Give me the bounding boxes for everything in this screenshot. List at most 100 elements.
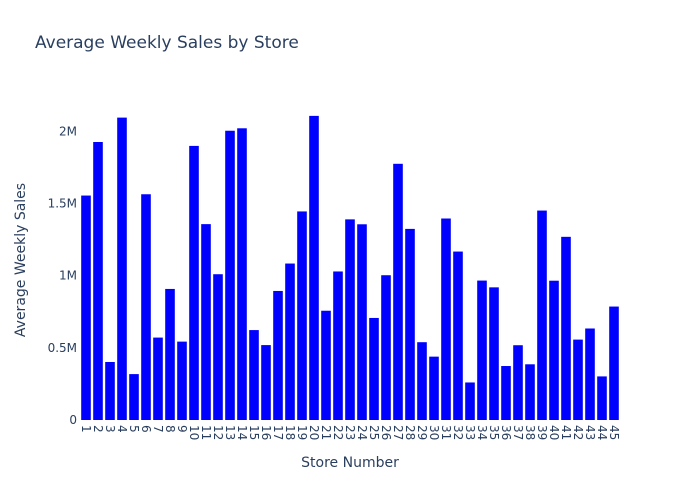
x-tick-label: 33: [463, 425, 477, 440]
x-tick-label: 41: [559, 425, 573, 440]
bar-store-8[interactable]: [165, 288, 175, 420]
x-tick-label: 23: [343, 425, 357, 440]
x-tick-label: 2: [91, 425, 105, 433]
bar-store-17[interactable]: [273, 290, 283, 420]
x-tick-label: 6: [139, 425, 153, 433]
bar-store-12[interactable]: [213, 274, 223, 420]
x-tick-label: 43: [583, 425, 597, 440]
bar-store-28[interactable]: [405, 228, 415, 420]
x-tick-label: 9: [175, 425, 189, 433]
bar-store-25[interactable]: [369, 317, 379, 420]
bar-store-5[interactable]: [129, 374, 139, 420]
bar-store-4[interactable]: [117, 117, 127, 421]
x-tick-label: 21: [319, 425, 333, 440]
x-tick-label: 20: [307, 425, 321, 440]
bar-store-40[interactable]: [549, 280, 559, 420]
y-tick-label: 0: [69, 413, 77, 427]
bar-store-30[interactable]: [429, 356, 439, 420]
bar-store-21[interactable]: [321, 310, 331, 420]
bar-store-26[interactable]: [381, 275, 391, 420]
chart-title: Average Weekly Sales by Store: [35, 33, 299, 53]
bar-store-19[interactable]: [297, 211, 307, 420]
bar-store-2[interactable]: [93, 142, 103, 420]
bar-store-15[interactable]: [249, 330, 259, 420]
x-tick-label: 40: [547, 425, 561, 440]
bar-store-29[interactable]: [417, 342, 427, 420]
x-tick-label: 5: [127, 425, 141, 433]
y-tick-label: 0.5M: [48, 341, 77, 355]
x-tick-label: 25: [367, 425, 381, 440]
x-tick-label: 42: [571, 425, 585, 440]
bar-store-1[interactable]: [81, 195, 91, 420]
bar-store-39[interactable]: [537, 210, 547, 420]
bar-store-38[interactable]: [525, 364, 535, 420]
x-axis-label: Store Number: [301, 455, 399, 471]
x-tick-label: 17: [271, 425, 285, 440]
x-tick-label: 29: [415, 425, 429, 440]
bar-store-41[interactable]: [561, 236, 571, 420]
bar-store-23[interactable]: [345, 219, 355, 420]
bar-store-22[interactable]: [333, 271, 343, 420]
x-tick-label: 19: [295, 425, 309, 440]
bar-store-37[interactable]: [513, 345, 523, 420]
bar-store-35[interactable]: [489, 287, 499, 420]
bar-store-42[interactable]: [573, 339, 583, 420]
x-tick-label: 7: [151, 425, 165, 433]
x-tick-label: 44: [595, 425, 609, 440]
y-axis: 0 0.5M 1M 1.5M 2M: [48, 124, 77, 427]
x-tick-label: 4: [115, 425, 129, 433]
x-tick-label: 14: [235, 425, 249, 440]
x-tick-label: 1: [79, 425, 93, 433]
x-tick-label: 18: [283, 425, 297, 440]
x-tick-label: 28: [403, 425, 417, 440]
x-tick-label: 35: [487, 425, 501, 440]
x-tick-label: 37: [511, 425, 525, 440]
x-tick-label: 36: [499, 425, 513, 440]
x-tick-label: 11: [199, 425, 213, 440]
bar-store-27[interactable]: [393, 163, 403, 421]
x-tick-label: 16: [259, 425, 273, 440]
bar-store-36[interactable]: [501, 366, 511, 420]
bar-store-3[interactable]: [105, 361, 115, 420]
bar-store-7[interactable]: [153, 337, 163, 420]
bar-store-10[interactable]: [189, 145, 199, 420]
bar-store-9[interactable]: [177, 341, 187, 420]
x-tick-label: 26: [379, 425, 393, 440]
bar-store-33[interactable]: [465, 382, 475, 420]
bar-store-20[interactable]: [309, 115, 319, 420]
bar-store-31[interactable]: [441, 218, 451, 421]
bar-store-11[interactable]: [201, 224, 211, 420]
x-tick-label: 39: [535, 425, 549, 440]
bar-store-24[interactable]: [357, 224, 367, 420]
bar-store-32[interactable]: [453, 251, 463, 420]
x-tick-label: 24: [355, 425, 369, 440]
x-axis: 1234567891011121314151617181920212223242…: [79, 425, 621, 440]
x-tick-label: 31: [439, 425, 453, 440]
bar-store-44[interactable]: [597, 376, 607, 420]
bar-store-13[interactable]: [225, 130, 235, 421]
x-tick-label: 13: [223, 425, 237, 440]
x-tick-label: 3: [103, 425, 117, 433]
y-tick-label: 1.5M: [48, 196, 77, 210]
y-tick-label: 2M: [59, 124, 77, 138]
x-tick-label: 30: [427, 425, 441, 440]
bar-store-18[interactable]: [285, 263, 295, 420]
x-tick-label: 15: [247, 425, 261, 440]
x-tick-label: 22: [331, 425, 345, 440]
bar-store-6[interactable]: [141, 194, 151, 420]
x-tick-label: 8: [163, 425, 177, 433]
y-axis-label: Average Weekly Sales: [13, 183, 29, 337]
bar-store-45[interactable]: [609, 306, 619, 420]
bar-store-43[interactable]: [585, 328, 595, 420]
bar-store-16[interactable]: [261, 345, 271, 420]
x-tick-label: 38: [523, 425, 537, 440]
bar-store-14[interactable]: [237, 128, 247, 421]
x-tick-label: 34: [475, 425, 489, 440]
bar-store-34[interactable]: [477, 280, 487, 420]
x-tick-label: 10: [187, 425, 201, 440]
x-tick-label: 45: [607, 425, 621, 440]
x-tick-label: 27: [391, 425, 405, 440]
y-tick-label: 1M: [59, 269, 77, 283]
